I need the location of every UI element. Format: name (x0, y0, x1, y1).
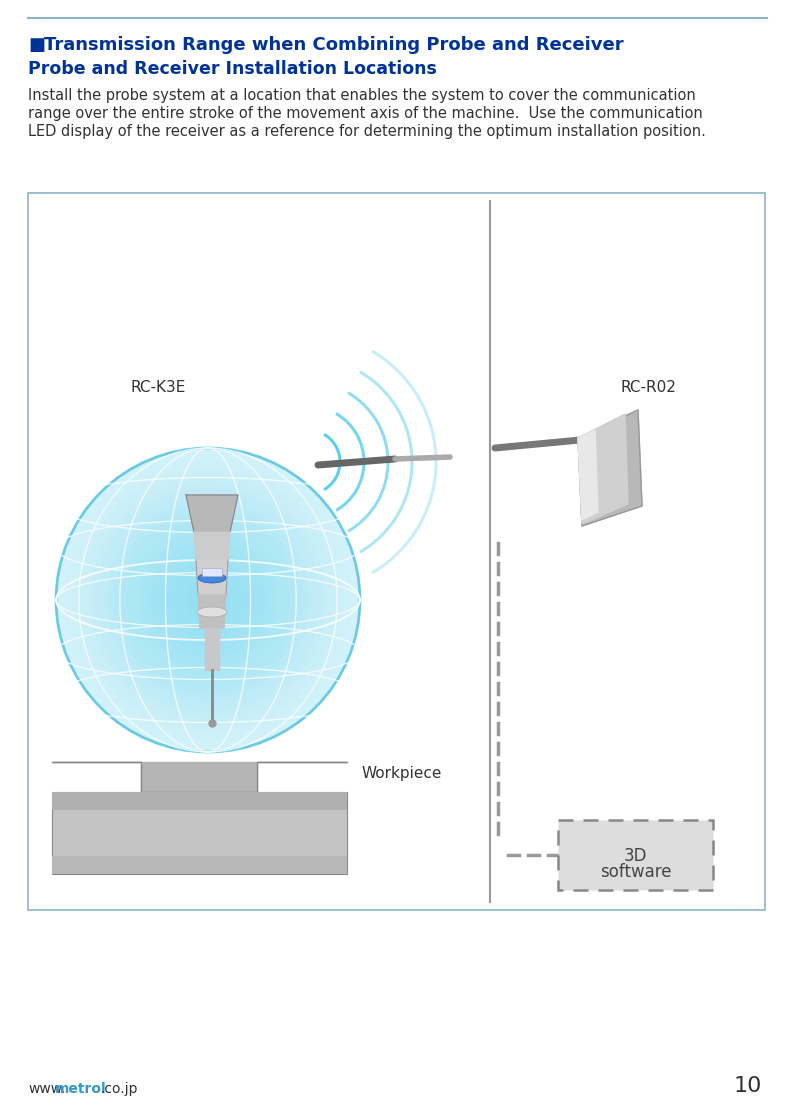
Ellipse shape (197, 606, 227, 617)
Text: Workpiece: Workpiece (361, 767, 441, 781)
Text: Install the probe system at a location that enables the system to cover the comm: Install the probe system at a location t… (28, 88, 696, 103)
Text: ■: ■ (28, 36, 45, 54)
Bar (202, 568, 222, 576)
Ellipse shape (186, 577, 230, 622)
Polygon shape (52, 762, 347, 792)
Text: range over the entire stroke of the movement axis of the machine.  Use the commu: range over the entire stroke of the move… (28, 106, 703, 121)
Circle shape (56, 448, 360, 752)
Text: Probe and Receiver Installation Locations: Probe and Receiver Installation Location… (28, 60, 437, 78)
Ellipse shape (168, 560, 248, 640)
Bar (52, 856, 347, 874)
Polygon shape (578, 414, 628, 524)
Ellipse shape (131, 524, 285, 677)
Ellipse shape (101, 493, 315, 707)
Ellipse shape (161, 554, 254, 647)
Ellipse shape (192, 584, 224, 617)
Ellipse shape (156, 547, 260, 652)
Text: 10: 10 (734, 1076, 762, 1096)
Text: 3D: 3D (624, 847, 647, 865)
Polygon shape (186, 495, 238, 532)
Polygon shape (205, 628, 219, 670)
Text: .co.jp: .co.jp (101, 1082, 138, 1096)
Text: RC-K3E: RC-K3E (130, 380, 185, 395)
Bar (52, 792, 347, 810)
Text: www.: www. (28, 1082, 65, 1096)
Bar (52, 792, 347, 874)
Ellipse shape (144, 536, 273, 665)
Ellipse shape (198, 573, 226, 583)
Text: software: software (599, 863, 671, 881)
Bar (28, 192, 765, 910)
Bar (558, 820, 713, 890)
Ellipse shape (119, 511, 297, 688)
Text: Transmission Range when Combining Probe and Receiver: Transmission Range when Combining Probe … (44, 36, 623, 54)
Ellipse shape (114, 506, 303, 695)
Ellipse shape (95, 487, 320, 713)
Ellipse shape (180, 572, 236, 628)
Ellipse shape (89, 481, 327, 718)
Ellipse shape (174, 566, 242, 634)
Polygon shape (578, 410, 642, 526)
Ellipse shape (198, 590, 218, 610)
Polygon shape (194, 532, 230, 560)
Ellipse shape (149, 542, 266, 658)
Polygon shape (578, 430, 598, 520)
Text: LED display of the receiver as a reference for determining the optimum installat: LED display of the receiver as a referen… (28, 124, 706, 139)
Ellipse shape (107, 499, 308, 700)
Text: metrol: metrol (55, 1082, 107, 1096)
Polygon shape (196, 560, 228, 595)
Ellipse shape (138, 529, 278, 670)
Polygon shape (198, 595, 226, 628)
Text: RC-R02: RC-R02 (620, 380, 676, 395)
Ellipse shape (126, 517, 290, 683)
